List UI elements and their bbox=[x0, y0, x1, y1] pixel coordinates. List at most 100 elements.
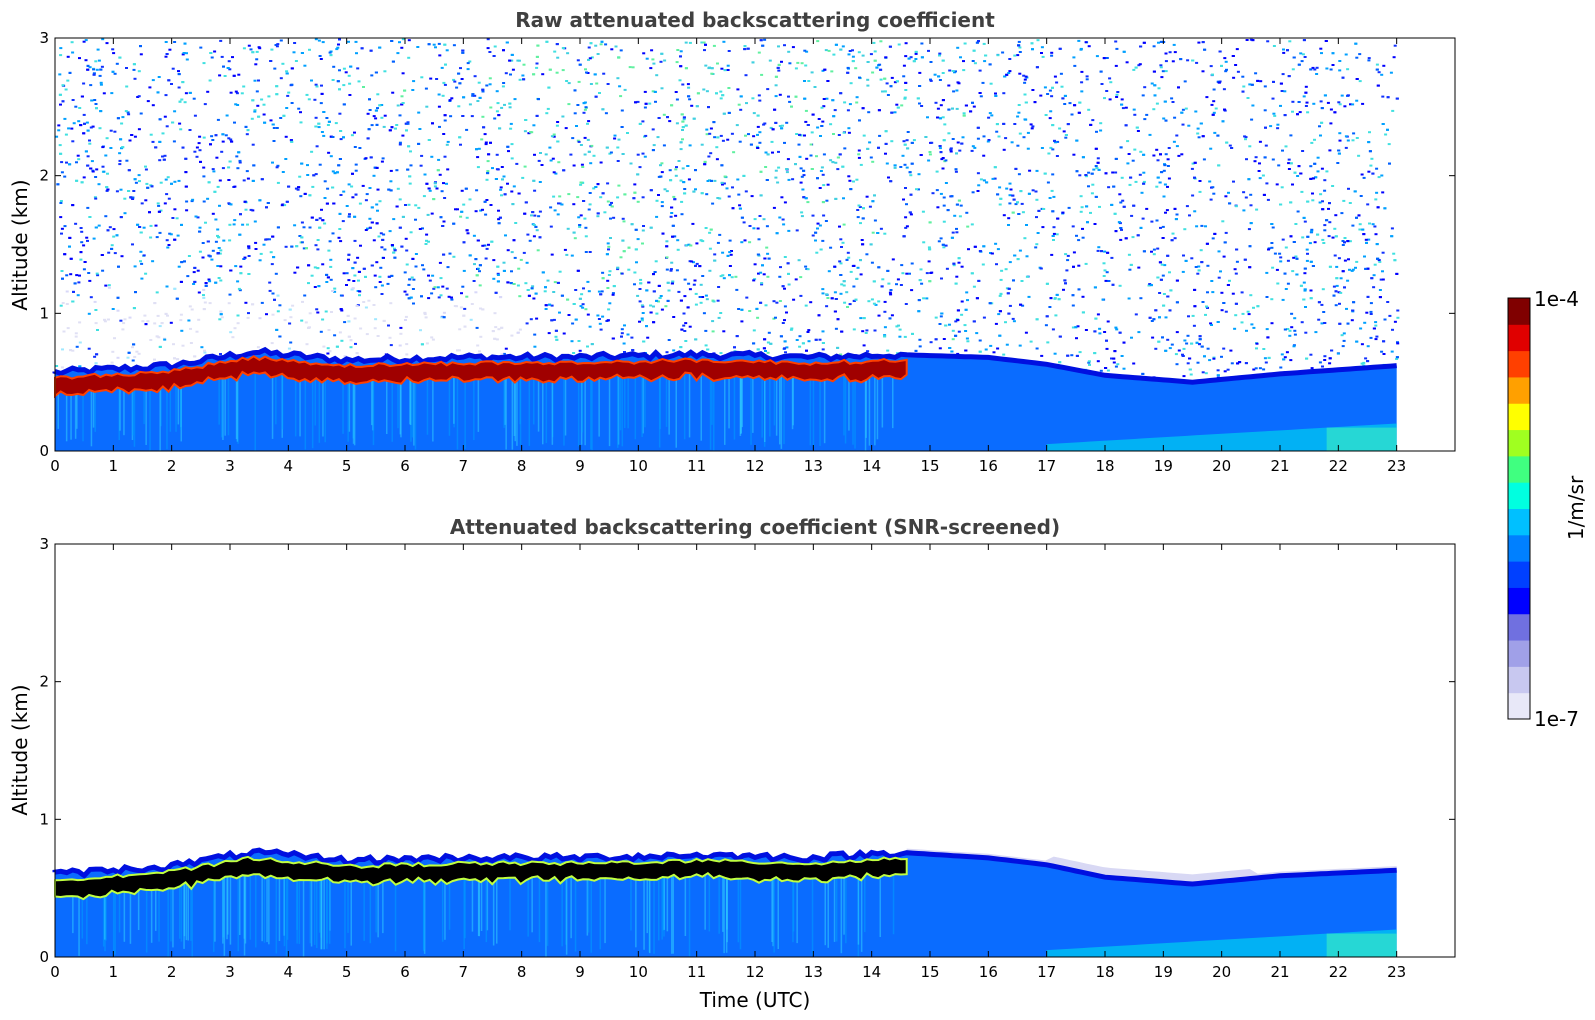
noise-speck bbox=[758, 215, 762, 217]
noise-speck bbox=[841, 45, 845, 48]
noise-speck bbox=[1011, 317, 1015, 320]
noise-speck bbox=[254, 241, 258, 244]
noise-speck bbox=[799, 181, 803, 184]
noise-speck bbox=[1234, 205, 1238, 208]
noise-speck bbox=[300, 319, 304, 322]
noise-speck bbox=[731, 207, 735, 210]
noise-speck bbox=[683, 330, 687, 332]
noise-speck bbox=[582, 111, 586, 114]
noise-speck bbox=[523, 212, 527, 215]
noise-speck bbox=[209, 52, 213, 54]
noise-speck bbox=[604, 43, 608, 46]
noise-speck bbox=[536, 249, 540, 252]
noise-speck bbox=[781, 124, 784, 127]
noise-speck bbox=[139, 231, 143, 234]
noise-speck bbox=[1046, 341, 1050, 344]
noise-speck bbox=[586, 345, 589, 348]
noise-speck bbox=[215, 156, 219, 159]
noise-speck bbox=[1212, 192, 1216, 195]
noise-speck bbox=[1275, 183, 1279, 186]
noise-speck bbox=[1200, 224, 1204, 227]
noise-speck bbox=[1369, 302, 1373, 305]
noise-speck bbox=[1154, 347, 1158, 350]
noise-speck bbox=[94, 362, 98, 365]
noise-speck bbox=[1087, 45, 1091, 48]
noise-speck bbox=[1048, 117, 1052, 120]
noise-speck bbox=[315, 85, 319, 88]
noise-speck bbox=[1296, 210, 1300, 213]
noise-speck bbox=[1106, 251, 1110, 254]
noise-speck bbox=[173, 238, 177, 241]
noise-speck bbox=[146, 186, 150, 189]
noise-speck bbox=[1348, 268, 1351, 271]
noise-speck bbox=[432, 198, 436, 201]
noise-speck bbox=[206, 197, 210, 200]
noise-speck bbox=[976, 172, 980, 175]
noise-speck bbox=[1156, 276, 1160, 279]
noise-speck bbox=[414, 204, 418, 207]
noise-speck bbox=[434, 46, 437, 49]
noise-speck bbox=[66, 327, 70, 330]
noise-speck bbox=[1156, 159, 1160, 162]
noise-speck bbox=[632, 197, 636, 200]
noise-speck bbox=[766, 351, 770, 354]
noise-speck bbox=[495, 168, 499, 171]
noise-speck bbox=[936, 206, 940, 209]
noise-speck bbox=[616, 268, 620, 271]
noise-speck bbox=[544, 308, 548, 310]
noise-speck bbox=[764, 350, 767, 352]
noise-speck bbox=[196, 216, 200, 219]
noise-speck bbox=[821, 348, 825, 351]
noise-speck bbox=[342, 103, 346, 106]
noise-speck bbox=[1367, 141, 1371, 144]
noise-speck bbox=[1162, 169, 1166, 172]
noise-speck bbox=[1181, 108, 1185, 111]
noise-speck bbox=[211, 139, 215, 141]
noise-speck bbox=[480, 138, 484, 141]
noise-speck bbox=[531, 211, 535, 214]
noise-speck bbox=[1081, 227, 1084, 230]
noise-speck bbox=[1251, 104, 1255, 107]
noise-speck bbox=[391, 245, 394, 248]
noise-speck bbox=[799, 294, 803, 297]
noise-speck bbox=[653, 271, 657, 273]
noise-speck bbox=[338, 69, 341, 72]
noise-speck bbox=[861, 243, 865, 246]
noise-speck bbox=[1261, 174, 1265, 177]
noise-speck bbox=[859, 163, 863, 166]
noise-speck bbox=[717, 286, 721, 288]
noise-speck bbox=[1191, 194, 1195, 197]
noise-speck bbox=[537, 215, 541, 218]
noise-speck bbox=[373, 327, 377, 330]
noise-speck bbox=[99, 81, 103, 84]
noise-speck bbox=[685, 244, 689, 247]
noise-speck bbox=[763, 338, 767, 341]
noise-speck bbox=[234, 265, 238, 268]
noise-speck bbox=[294, 60, 298, 62]
noise-speck bbox=[1154, 309, 1158, 312]
noise-speck bbox=[421, 264, 424, 267]
noise-speck bbox=[960, 300, 964, 303]
noise-speck bbox=[472, 280, 476, 282]
noise-speck bbox=[1171, 232, 1175, 235]
noise-speck bbox=[715, 158, 719, 161]
noise-speck bbox=[72, 290, 75, 293]
noise-speck bbox=[1055, 293, 1059, 296]
noise-speck bbox=[1360, 343, 1364, 346]
noise-speck bbox=[1228, 202, 1232, 205]
noise-speck bbox=[343, 355, 347, 358]
noise-speck bbox=[93, 300, 97, 303]
noise-speck bbox=[884, 152, 887, 155]
noise-speck bbox=[412, 302, 415, 305]
noise-speck bbox=[610, 48, 614, 51]
noise-speck bbox=[1224, 60, 1228, 63]
noise-speck bbox=[1158, 261, 1162, 264]
noise-speck bbox=[115, 190, 119, 193]
noise-speck bbox=[688, 325, 692, 328]
noise-speck bbox=[332, 65, 336, 68]
noise-speck bbox=[719, 352, 723, 355]
noise-speck bbox=[113, 337, 116, 340]
noise-speck bbox=[1367, 170, 1371, 173]
noise-speck bbox=[567, 103, 571, 106]
